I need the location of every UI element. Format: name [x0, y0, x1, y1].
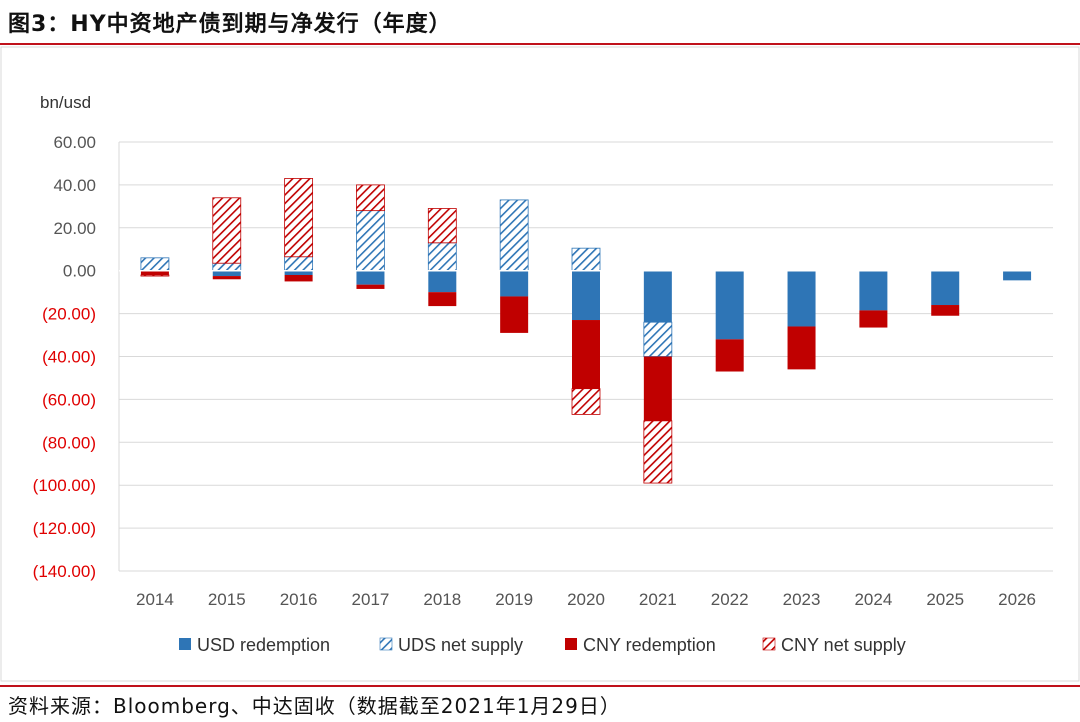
bar-usd_redemption-2020: [572, 270, 600, 321]
x-tick-label: 2024: [854, 590, 892, 609]
y-tick-label: 60.00: [53, 133, 96, 152]
source-rule: [0, 685, 1080, 687]
x-tick-label: 2023: [783, 590, 821, 609]
x-tick-label: 2016: [280, 590, 318, 609]
y-tick-label: 0.00: [63, 262, 96, 281]
bar-cny_redemption-2018: [428, 292, 457, 307]
bar-uds_net_supply-2015: [212, 262, 242, 272]
x-tick-label: 2015: [208, 590, 246, 609]
x-tick-label: 2020: [567, 590, 605, 609]
bar-uds_net_supply-2014: [140, 257, 170, 272]
legend-label-uds_net_supply: UDS net supply: [398, 635, 523, 655]
bar-cny_net_supply-2017: [356, 184, 385, 212]
bar-usd_redemption-2019: [500, 270, 529, 297]
bar-cny_redemption-2019: [500, 296, 529, 333]
legend-swatch-cny_net_supply: [762, 637, 776, 651]
bar-usd_redemption-2018: [428, 270, 457, 293]
bar-usd_redemption-2022: [715, 270, 744, 340]
bar-cny_redemption-2022: [715, 339, 744, 372]
legend-swatch-uds_net_supply: [379, 637, 393, 651]
bar-cny_redemption-2025: [931, 305, 960, 316]
bar-cny_net_supply-2016: [284, 178, 314, 258]
y-tick-label: (60.00): [42, 390, 96, 409]
legend-swatch-cny_redemption: [565, 638, 577, 650]
bar-uds_net_supply-2017: [356, 210, 385, 272]
x-tick-label: 2025: [926, 590, 964, 609]
y-tick-label: 20.00: [53, 219, 96, 238]
legend-label-usd_redemption: USD redemption: [197, 635, 330, 655]
bar-cny_redemption-2023: [787, 326, 816, 370]
bar-uds_net_supply-2016: [284, 256, 314, 272]
bar-usd_redemption-2025: [931, 270, 960, 306]
bar-cny_redemption-2015: [212, 276, 241, 280]
bar-cny_net_supply-2014: [140, 274, 170, 277]
bar-cny_redemption-2021: [643, 356, 672, 421]
x-tick-label: 2018: [423, 590, 461, 609]
bar-cny_redemption-2017: [356, 284, 385, 289]
x-tick-label: 2014: [136, 590, 174, 609]
source-note: 资料来源：Bloomberg、中达固收（数据截至2021年1月29日）: [8, 694, 621, 718]
chart-frame: [0, 46, 1080, 682]
bar-cny_net_supply-2020: [571, 388, 601, 415]
x-tick-label: 2019: [495, 590, 533, 609]
y-tick-label: (100.00): [33, 476, 96, 495]
bar-cny_redemption-2020: [572, 320, 600, 389]
legend-swatch-usd_redemption: [179, 638, 191, 650]
y-tick-label: (140.00): [33, 562, 96, 581]
x-tick-label: 2021: [639, 590, 677, 609]
bar-usd_redemption-2016: [284, 270, 313, 275]
bar-usd_redemption-2024: [859, 270, 888, 311]
bar-uds_net_supply-2021: [643, 321, 673, 357]
chart-title: 图3：HY中资地产债到期与净发行（年度）: [8, 12, 452, 37]
bar-usd_redemption-2015: [212, 270, 241, 277]
bar-cny_redemption-2014: [140, 270, 169, 275]
chart-title-bar: 图3：HY中资地产债到期与净发行（年度）: [0, 0, 1080, 44]
bar-usd_redemption-2023: [787, 270, 816, 327]
y-tick-label: (80.00): [42, 433, 96, 452]
bar-usd_redemption-2026: [1003, 270, 1032, 281]
bar-usd_redemption-2021: [643, 270, 672, 323]
bar-cny_redemption-2024: [859, 310, 888, 328]
x-tick-label: 2017: [352, 590, 390, 609]
bar-uds_net_supply-2020: [571, 247, 601, 272]
bar-uds_net_supply-2019: [499, 199, 529, 272]
bar-uds_net_supply-2018: [427, 242, 457, 272]
title-rule: [0, 43, 1080, 45]
bar-cny_redemption-2016: [284, 274, 313, 282]
y-axis-label: bn/usd: [40, 93, 91, 112]
y-tick-label: (20.00): [42, 305, 96, 324]
legend-label-cny_redemption: CNY redemption: [583, 635, 716, 655]
bar-cny_net_supply-2021: [643, 420, 673, 484]
stacked-bar-chart: 60.00 40.00 20.00 0.00 (20.00) (40.00) (60.00)…: [0, 46, 1080, 682]
legend-label-cny_net_supply: CNY net supply: [781, 635, 906, 655]
y-tick-label: 40.00: [53, 176, 96, 195]
x-tick-label: 2026: [998, 590, 1036, 609]
y-tick-label: (120.00): [33, 519, 96, 538]
bar-cny_net_supply-2018: [427, 208, 457, 244]
y-tick-label: (40.00): [42, 348, 96, 367]
bar-usd_redemption-2017: [356, 270, 385, 285]
bar-cny_net_supply-2015: [212, 197, 242, 264]
x-tick-label: 2022: [711, 590, 749, 609]
